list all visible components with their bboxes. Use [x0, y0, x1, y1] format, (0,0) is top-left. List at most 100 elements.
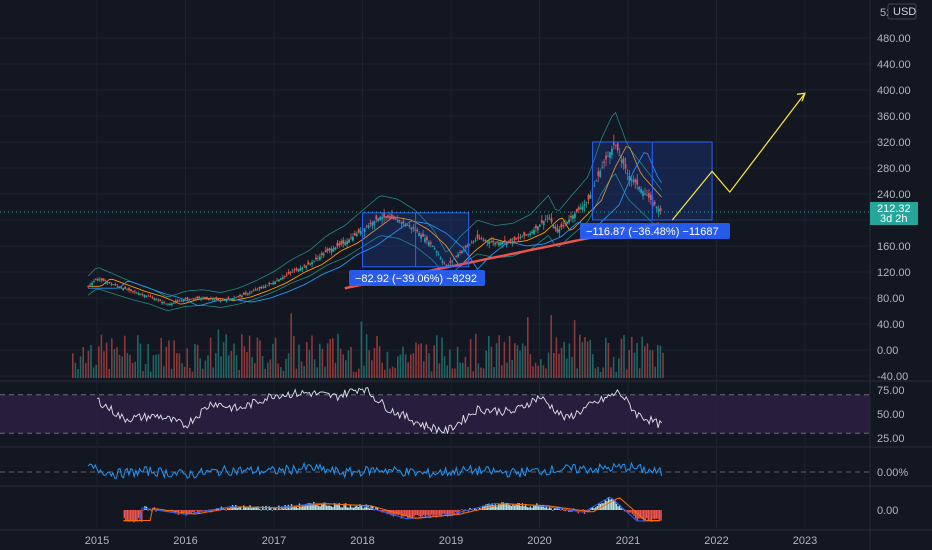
oscillator-pane[interactable]	[0, 461, 870, 480]
candle-body	[476, 234, 479, 239]
candle-body	[278, 279, 280, 282]
candle-body	[492, 240, 495, 243]
currency-badge[interactable]	[887, 3, 917, 20]
macd-histogram-bar	[502, 502, 505, 510]
volume-bar	[170, 368, 173, 378]
candle-body	[445, 264, 448, 267]
candle-body	[568, 219, 570, 223]
candle-body	[114, 284, 117, 286]
macd-histogram-bar	[655, 510, 658, 519]
candle-body	[525, 234, 528, 236]
macd-histogram-bar	[276, 509, 278, 511]
volume-bar	[615, 371, 617, 378]
candle-body	[482, 239, 485, 241]
candle-body	[439, 257, 442, 260]
time-axis[interactable]: 2015 2016 2017 2018 2019 2020 2021 2022 2023	[85, 535, 817, 547]
candle-body	[260, 286, 263, 288]
candle-body	[213, 299, 216, 301]
volume-bar	[469, 338, 472, 378]
candle-body	[424, 238, 426, 243]
volume-bar	[295, 368, 298, 378]
macd-histogram-bar	[142, 509, 145, 511]
macd-histogram-bar	[343, 503, 345, 510]
macd-histogram-bar	[254, 506, 256, 510]
volume-bar	[207, 355, 209, 378]
volume-bar	[181, 363, 183, 378]
candle-body	[137, 293, 140, 295]
volume-bar	[176, 353, 178, 378]
volume-bar	[163, 366, 165, 378]
candle-body	[457, 254, 459, 257]
candle-body	[266, 285, 269, 287]
candle-body	[235, 297, 238, 299]
macd-histogram-bar	[405, 510, 407, 517]
volume-bar	[488, 335, 490, 378]
macd-histogram-bar	[494, 504, 497, 510]
candle-body	[554, 227, 557, 229]
macd-histogram-bar	[507, 503, 509, 510]
macd-histogram-bar	[241, 509, 243, 510]
macd-histogram-bar	[163, 510, 165, 512]
volume-bar	[103, 351, 105, 378]
macd-histogram-bar	[330, 506, 333, 510]
macd-histogram-bar	[537, 506, 540, 510]
volume-bar	[204, 360, 207, 378]
macd-histogram-bar	[375, 507, 377, 510]
volume-bar	[251, 357, 253, 378]
macd-histogram-bar	[357, 506, 360, 510]
macd-histogram-bar	[258, 508, 261, 510]
volume-bar	[436, 335, 438, 378]
macd-histogram-bar	[402, 510, 404, 517]
candle-body	[299, 268, 302, 271]
candle-body	[169, 303, 171, 306]
volume-bar	[139, 343, 142, 378]
volume-bar	[584, 337, 586, 378]
volume-bar	[194, 343, 196, 378]
volume-bar	[540, 359, 542, 378]
volume-bar	[126, 353, 129, 378]
volume-bar	[581, 342, 584, 378]
macd-histogram-bar	[192, 510, 194, 512]
macd-histogram-bar	[341, 507, 344, 510]
volume-bar	[560, 347, 563, 378]
candle-body	[96, 278, 99, 281]
macd-histogram-bar	[147, 509, 149, 511]
candle-body	[118, 286, 121, 288]
candle-body	[556, 228, 559, 232]
volume-bar	[316, 367, 318, 378]
macd-histogram-bar	[324, 502, 326, 510]
macd-histogram-bar	[413, 510, 415, 517]
macd-histogram-bar	[499, 504, 501, 510]
macd-histogram-bar	[228, 508, 231, 510]
candle-body	[104, 281, 107, 285]
last-price-tag	[870, 202, 918, 225]
macd-histogram-bar	[563, 510, 565, 511]
macd-histogram-bar	[529, 506, 532, 510]
price-pane[interactable]	[0, 92, 870, 378]
volume-bar	[306, 341, 308, 378]
volume-bar	[238, 370, 240, 378]
candle-body	[207, 298, 210, 301]
candle-body	[151, 297, 154, 299]
candle-body	[398, 220, 401, 222]
volume-bar	[514, 343, 516, 378]
candle-body	[535, 225, 537, 229]
rsi-pane[interactable]	[0, 387, 870, 435]
volume-bar	[319, 343, 321, 378]
drawdown-label-2: −116.87 (−36.48%) −11687	[586, 226, 719, 238]
macd-histogram-bar	[520, 506, 522, 510]
candle-body	[447, 264, 450, 266]
price-tick-label: 240.00	[877, 189, 911, 201]
candle-body	[496, 241, 498, 243]
volume-bar	[475, 334, 477, 378]
candle-body	[346, 241, 349, 245]
macd-histogram-bar	[182, 510, 184, 514]
macd-histogram-bar	[552, 509, 554, 511]
candle-body	[404, 224, 407, 226]
volume-bar	[269, 359, 272, 378]
macd-histogram-bar	[426, 510, 428, 516]
macd-histogram-bar	[193, 510, 196, 513]
macd-pane[interactable]	[123, 496, 662, 523]
macd-histogram-bar	[294, 506, 296, 510]
